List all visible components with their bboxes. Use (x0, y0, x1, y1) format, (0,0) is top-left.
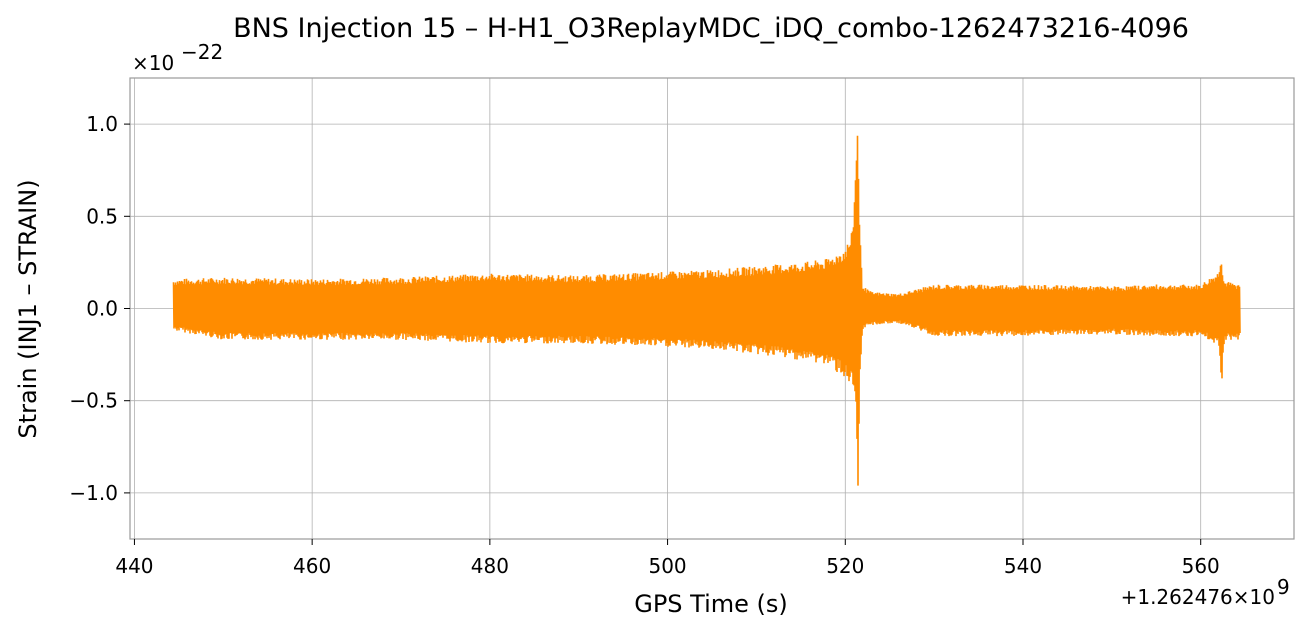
x-tick-label: 440 (115, 554, 153, 578)
x-tick-label: 500 (648, 554, 686, 578)
y-scale-exponent: −22 (181, 40, 223, 64)
strain-series-line (172, 135, 1241, 486)
y-tick-label: 0.0 (86, 297, 118, 321)
ticks: 440 460 480 500 520 540 560 −1.0 −0.5 0.0 0.5 1.0 (69, 112, 1219, 578)
x-tick-label: 480 (471, 554, 509, 578)
x-offset-base: +1.262476×10 (1121, 585, 1275, 609)
x-axis-label: GPS Time (s) (634, 590, 788, 618)
x-tick-label: 560 (1182, 554, 1220, 578)
x-offset-label: +1.262476×10 (1121, 585, 1275, 609)
x-tick-label: 540 (1004, 554, 1042, 578)
y-scale-label: ×10 (132, 51, 174, 75)
plot-area: 440 460 480 500 520 540 560 −1.0 −0.5 0.0 0.5 1.0 (69, 77, 1295, 578)
y-tick-label: −1.0 (69, 481, 118, 505)
data-layer (172, 135, 1241, 486)
chart-title: BNS Injection 15 – H-H1_O3ReplayMDC_iDQ_… (233, 13, 1189, 44)
x-tick-label: 520 (826, 554, 864, 578)
y-tick-label: −0.5 (69, 389, 118, 413)
y-scale-base: ×10 (132, 51, 174, 75)
x-tick-label: 460 (293, 554, 331, 578)
y-axis-label: Strain (INJ1 – STRAIN) (14, 179, 42, 438)
x-offset-exponent: 9 (1277, 575, 1290, 599)
y-tick-label: 1.0 (86, 112, 118, 136)
y-tick-label: 0.5 (86, 204, 118, 228)
